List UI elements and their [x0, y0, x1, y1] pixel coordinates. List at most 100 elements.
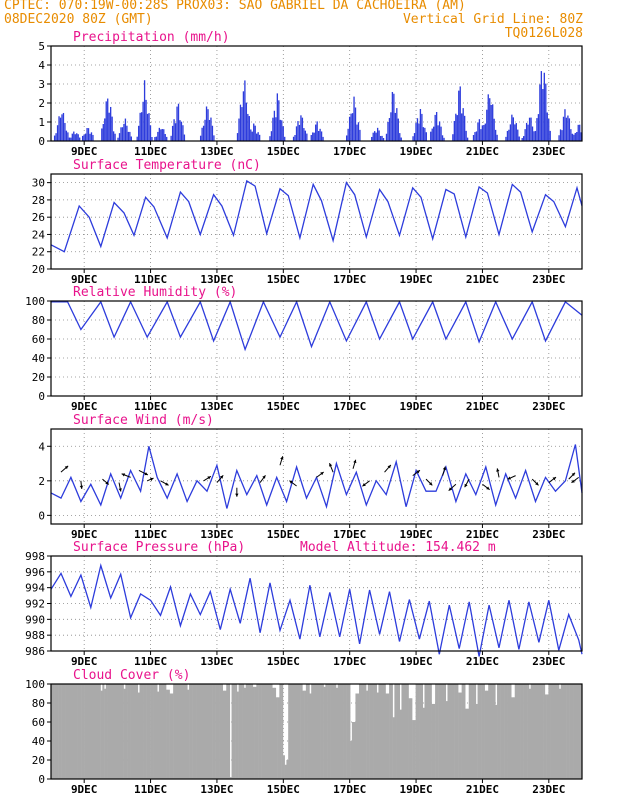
precip-bar: [435, 112, 438, 141]
temp-xtick-label: 9DEC: [71, 273, 98, 286]
precip-ytick-label: 3: [38, 78, 45, 91]
precip-bar: [359, 129, 361, 141]
precip-bar: [127, 131, 130, 141]
precip-bar: [256, 133, 258, 141]
cloud-bar: [424, 684, 427, 779]
cloud-bar: [134, 684, 137, 779]
precip-bar: [182, 125, 184, 141]
temp-frame: [50, 173, 583, 270]
cloud-bar: [351, 722, 354, 779]
cloud-bar: [392, 717, 395, 779]
precip-bar: [490, 104, 492, 141]
cloud-bar: [543, 684, 546, 779]
cloud-bar: [135, 684, 139, 779]
precip-bar: [138, 125, 140, 141]
temp-ytick-label: 20: [32, 263, 45, 276]
precip-bar: [375, 132, 377, 141]
cloud-bar: [66, 684, 69, 779]
temp-panel: 20 22 24 26 28 30 9DEC 11DEC 13DEC 15DEC 17DEC 19DE…: [32, 158, 583, 286]
precip-bar: [142, 101, 144, 141]
precip-bar: [199, 135, 202, 141]
wind-vector-head: [320, 471, 324, 476]
wind-vector: [147, 477, 154, 482]
cloud-bar: [555, 684, 558, 779]
cloud-bar: [535, 684, 539, 779]
cloud-bar: [245, 684, 248, 779]
wind-xtick-label: 17DEC: [333, 528, 366, 541]
cloud-bar: [123, 688, 126, 779]
precip-bar: [140, 112, 143, 141]
wind-vector: [531, 478, 539, 486]
cloud-bar: [511, 697, 514, 779]
precip-bar: [304, 130, 307, 141]
precip-bar: [413, 133, 416, 141]
wind-xtick-label: 13DEC: [200, 528, 233, 541]
precip-bar: [371, 136, 373, 141]
precip-bar: [61, 114, 63, 141]
precip-bar: [163, 129, 165, 141]
precip-bar: [381, 135, 383, 141]
cloud-bar: [328, 684, 331, 779]
precip-xtick-label: 15DEC: [267, 145, 300, 158]
cloud-bar: [231, 684, 234, 779]
cloud-bar: [482, 684, 485, 779]
precip-bar: [250, 129, 252, 141]
cloud-bar: [530, 684, 533, 779]
precip-bar: [110, 106, 112, 141]
precip-bar: [174, 123, 177, 141]
precip-bar: [53, 135, 56, 141]
cloud-bar: [495, 704, 498, 779]
cloud-bar: [491, 684, 494, 779]
cloud-bar: [295, 684, 298, 779]
cloud-bar: [401, 684, 404, 779]
wind-vector-head: [442, 466, 447, 471]
cloud-bar: [153, 684, 156, 779]
precip-bar: [478, 119, 481, 141]
rh-xtick-label: 19DEC: [400, 400, 433, 413]
wind-vector-head: [353, 459, 357, 464]
precip-bar: [248, 116, 250, 141]
wind-vector: [316, 471, 325, 478]
cloud-bar: [415, 684, 418, 779]
precip-bar: [475, 131, 478, 141]
rh-xtick-label: 13DEC: [200, 400, 233, 413]
precip-bar: [577, 124, 579, 141]
cloud-bar: [573, 684, 576, 779]
wind-vector-head: [571, 472, 576, 477]
precip-bar: [564, 109, 566, 141]
cloud-bar: [576, 684, 579, 779]
cloud-bar: [477, 684, 480, 779]
cloud-bar: [474, 684, 477, 779]
cloud-bar: [504, 684, 507, 779]
cloud-bar: [498, 684, 501, 779]
cloud-bar: [51, 684, 54, 779]
precip-bar: [465, 130, 467, 141]
cloud-bar: [74, 684, 77, 779]
wind-vector: [442, 466, 447, 476]
cloud-bar: [59, 684, 62, 779]
cloud-bar: [81, 684, 84, 779]
precip-bar: [242, 91, 245, 141]
cloud-ytick-label: 60: [32, 716, 45, 729]
wind-vector-head: [262, 475, 266, 479]
precip-bar: [213, 135, 215, 141]
cloud-bar: [242, 684, 245, 779]
precip-bar: [514, 124, 516, 141]
precip-bar: [117, 137, 119, 141]
cloud-bar: [327, 684, 330, 779]
wind-vector-head: [235, 493, 239, 497]
wind-vector-head: [289, 480, 293, 484]
precip-bar: [390, 112, 392, 141]
cloud-bar: [203, 684, 206, 779]
precip-bar: [573, 134, 575, 141]
precip-bar: [568, 118, 571, 141]
precip-bar: [558, 135, 560, 141]
precip-bar: [466, 137, 469, 141]
cloud-bar: [420, 684, 423, 779]
cloud-bar: [431, 703, 434, 779]
precip-bar: [353, 96, 355, 141]
precip-title: Precipitation (mm/h): [73, 30, 230, 45]
precip-bar: [111, 116, 113, 141]
precip-bar: [549, 130, 551, 141]
wind-vector: [216, 475, 224, 483]
